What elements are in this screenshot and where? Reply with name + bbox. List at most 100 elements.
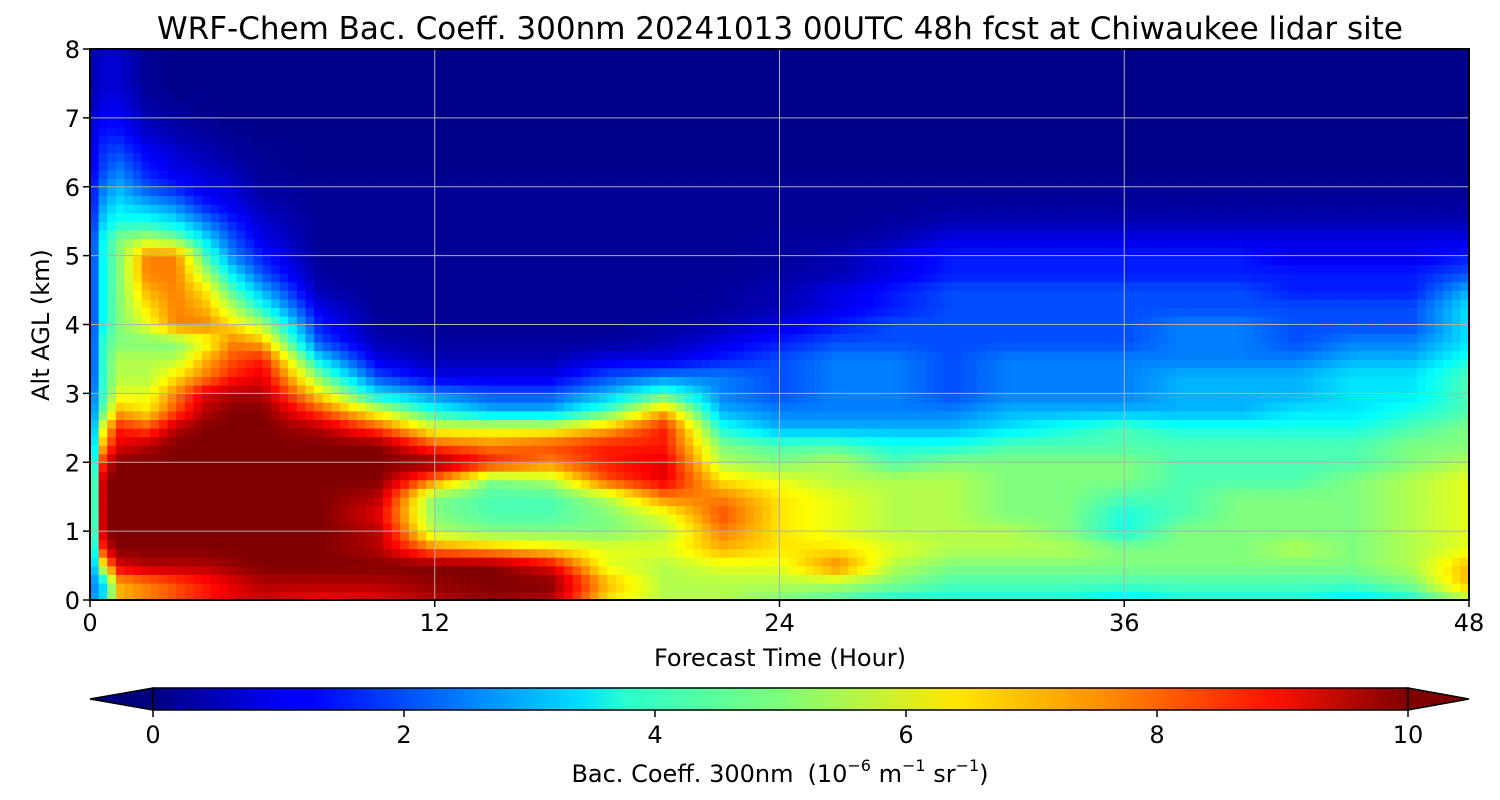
heatmap-cell xyxy=(408,427,419,438)
heatmap-cell xyxy=(520,427,531,438)
heatmap-cell xyxy=(1356,419,1367,429)
heatmap-cell xyxy=(1425,565,1436,575)
heatmap-cell xyxy=(322,513,333,524)
heatmap-cell xyxy=(1382,470,1393,481)
heatmap-cell xyxy=(383,453,393,464)
heatmap-cell xyxy=(1236,479,1246,489)
heatmap-cell xyxy=(770,358,781,369)
heatmap-cell xyxy=(1451,376,1462,386)
heatmap-cell xyxy=(357,548,367,558)
heatmap-cell xyxy=(426,376,436,386)
heatmap-cell xyxy=(650,556,660,567)
heatmap-cell xyxy=(1124,591,1134,601)
heatmap-cell xyxy=(589,488,600,498)
heatmap-cell xyxy=(1150,462,1160,472)
heatmap-cell xyxy=(719,556,729,567)
heatmap-cell xyxy=(994,574,1005,584)
heatmap-cell xyxy=(1012,556,1022,567)
heatmap-cell xyxy=(1124,470,1134,481)
heatmap-cell xyxy=(1262,505,1272,515)
heatmap-cell xyxy=(253,513,264,524)
heatmap-cell xyxy=(253,341,264,352)
heatmap-cell xyxy=(210,522,221,532)
heatmap-cell xyxy=(1262,565,1272,575)
heatmap-cell xyxy=(736,427,746,438)
heatmap-cell xyxy=(1262,453,1272,464)
heatmap-cell xyxy=(607,445,617,455)
heatmap-cell xyxy=(391,419,402,429)
heatmap-cell xyxy=(1115,453,1126,464)
heatmap-cell xyxy=(1175,565,1186,575)
heatmap-cell xyxy=(960,453,970,464)
heatmap-cell xyxy=(788,410,798,420)
heatmap-cell xyxy=(1175,505,1186,515)
heatmap-cell xyxy=(1348,556,1358,567)
heatmap-cell xyxy=(1425,496,1436,507)
heatmap-cell xyxy=(1081,513,1091,524)
heatmap-cell xyxy=(1270,531,1281,541)
heatmap-cell xyxy=(184,333,195,343)
heatmap-cell xyxy=(1167,539,1177,550)
heatmap-cell xyxy=(417,358,427,369)
heatmap-cell xyxy=(348,453,358,464)
heatmap-cell xyxy=(1046,462,1057,472)
heatmap-cell xyxy=(684,419,695,429)
heatmap-cell xyxy=(391,453,402,464)
heatmap-cell xyxy=(339,574,350,584)
heatmap-cell xyxy=(658,531,669,541)
heatmap-cell xyxy=(236,376,246,386)
heatmap-cell xyxy=(658,358,669,369)
heatmap-cell xyxy=(745,341,755,352)
heatmap-cell xyxy=(943,522,953,532)
heatmap-cell xyxy=(486,582,496,593)
heatmap-cell xyxy=(1356,531,1367,541)
heatmap-cell xyxy=(133,367,143,377)
heatmap-cell xyxy=(1098,513,1108,524)
heatmap-cell xyxy=(874,479,884,489)
heatmap-cell xyxy=(167,539,177,550)
heatmap-cell xyxy=(245,591,255,601)
heatmap-cell xyxy=(253,324,264,334)
heatmap-cell xyxy=(839,531,850,541)
heatmap-cell xyxy=(477,539,488,550)
heatmap-cell xyxy=(719,376,729,386)
heatmap-cell xyxy=(210,341,221,352)
heatmap-cell xyxy=(1184,341,1194,352)
heatmap-cell xyxy=(1210,505,1220,515)
heatmap-cell xyxy=(503,531,514,541)
heatmap-cell xyxy=(1262,376,1272,386)
heatmap-cell xyxy=(469,539,479,550)
heatmap-cell xyxy=(1270,367,1281,377)
heatmap-cell xyxy=(115,565,126,575)
heatmap-cell xyxy=(977,436,988,446)
heatmap-cell xyxy=(141,591,152,601)
heatmap-cell xyxy=(1365,358,1375,369)
heatmap-cell xyxy=(770,513,781,524)
heatmap-cell xyxy=(357,470,367,481)
heatmap-cell xyxy=(339,548,350,558)
heatmap-cell xyxy=(1081,376,1091,386)
heatmap-cell xyxy=(426,419,436,429)
heatmap-cell xyxy=(589,470,600,481)
heatmap-cell xyxy=(969,367,979,377)
heatmap-cell xyxy=(1141,401,1151,412)
heatmap-cell xyxy=(270,496,281,507)
heatmap-cell xyxy=(339,496,350,507)
heatmap-cell xyxy=(141,582,152,593)
heatmap-cell xyxy=(624,522,634,532)
heatmap-cell xyxy=(891,350,901,360)
heatmap-cell xyxy=(357,574,367,584)
heatmap-cell xyxy=(1417,341,1427,352)
heatmap-cell xyxy=(1305,462,1315,472)
heatmap-cell xyxy=(1451,548,1462,558)
heatmap-cell xyxy=(951,427,962,438)
heatmap-cell xyxy=(1210,565,1220,575)
heatmap-cell xyxy=(736,522,746,532)
heatmap-cell xyxy=(745,522,755,532)
heatmap-cell xyxy=(1434,539,1444,550)
heatmap-cell xyxy=(1003,410,1014,420)
heatmap-cell xyxy=(1020,410,1031,420)
heatmap-cell xyxy=(1132,539,1143,550)
heatmap-cell xyxy=(684,591,695,601)
heatmap-cell xyxy=(314,453,324,464)
